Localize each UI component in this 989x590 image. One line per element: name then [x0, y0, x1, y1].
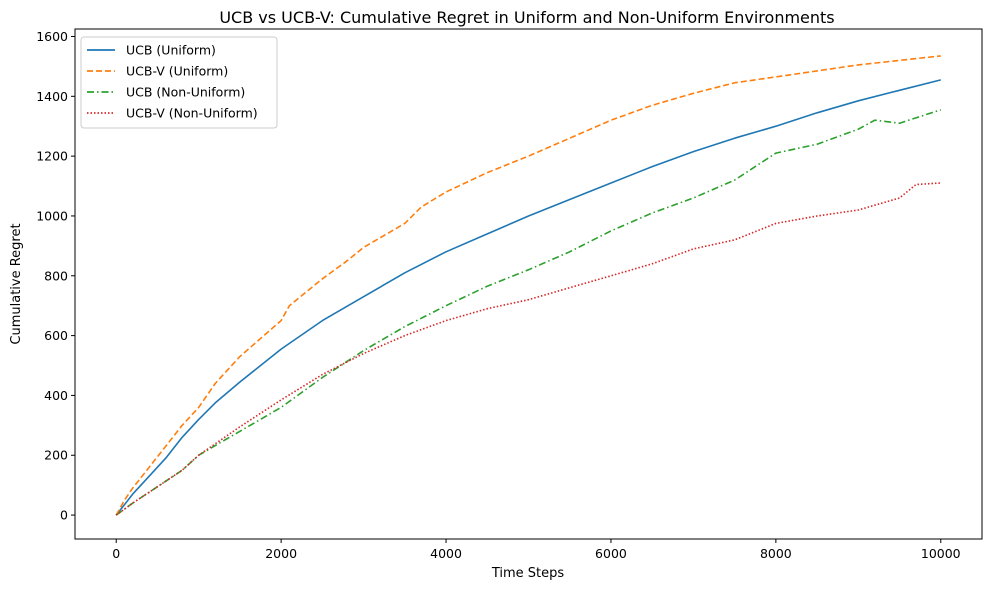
x-tick-label: 0: [112, 546, 120, 561]
y-tick-label: 200: [44, 448, 68, 463]
x-axis: 0 2000 4000 6000 8000 10000: [112, 539, 961, 561]
series-line-4: [115, 182, 941, 516]
series-lines: [115, 55, 942, 516]
x-tick-label: 2000: [265, 546, 297, 561]
chart-title: UCB vs UCB-V: Cumulative Regret in Unifo…: [219, 8, 834, 27]
y-tick-label: 0: [60, 508, 68, 523]
legend-label-2: UCB-V (Uniform): [126, 64, 228, 79]
x-tick-label: 10000: [921, 546, 961, 561]
y-tick-label: 800: [44, 268, 68, 283]
legend-label-4: UCB-V (Non-Uniform): [126, 106, 258, 121]
y-tick-label: 1400: [36, 89, 68, 104]
y-axis: 0 200 400 600 800 1000 1200 1400 1600: [36, 29, 75, 523]
y-tick-label: 1000: [36, 208, 68, 223]
legend: UCB (Uniform) UCB-V (Uniform) UCB (Non-Uni…: [80, 36, 278, 129]
y-tick-label: 1600: [36, 29, 68, 44]
y-axis-label: Cumulative Regret: [9, 223, 24, 344]
y-tick-label: 600: [44, 328, 68, 343]
legend-entries: UCB (Uniform) UCB-V (Uniform) UCB (Non-Uni…: [87, 43, 258, 121]
plot-area-frame: [74, 28, 983, 540]
legend-label-1: UCB (Uniform): [126, 43, 216, 58]
x-tick-label: 4000: [430, 546, 462, 561]
y-tick-label: 1200: [36, 149, 68, 164]
series-line-1: [115, 79, 941, 516]
y-tick-label: 400: [44, 388, 68, 403]
legend-box: [80, 36, 278, 129]
x-axis-label: Time Steps: [491, 566, 565, 581]
x-tick-label: 8000: [760, 546, 792, 561]
x-tick-label: 6000: [595, 546, 627, 561]
series-line-2: [115, 55, 941, 516]
legend-label-3: UCB (Non-Uniform): [126, 85, 245, 100]
